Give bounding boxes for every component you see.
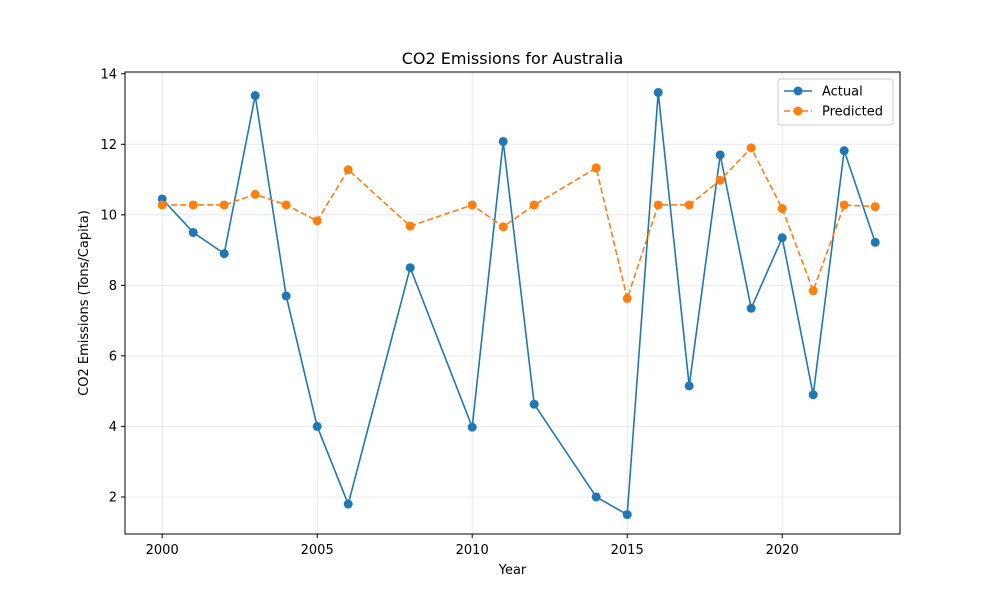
- data-point: [777, 233, 787, 243]
- y-tick-label: 12: [100, 138, 117, 153]
- data-point: [653, 200, 663, 210]
- data-point: [622, 510, 632, 520]
- legend-label-predicted: Predicted: [822, 105, 883, 120]
- x-tick-label: 2005: [301, 543, 334, 558]
- data-point: [219, 249, 229, 259]
- data-point: [777, 203, 787, 213]
- data-point: [405, 263, 415, 273]
- plot-frame: [124, 71, 901, 535]
- data-point: [188, 227, 198, 237]
- grid: [125, 72, 900, 534]
- y-axis-title: CO2 Emissions (Tons/Capita): [77, 210, 92, 396]
- data-point: [188, 200, 198, 210]
- data-point: [839, 200, 849, 210]
- legend: Actual Predicted: [777, 78, 894, 126]
- data-point: [746, 143, 756, 153]
- data-point: [157, 200, 167, 210]
- data-point: [591, 163, 601, 173]
- legend-marker-predicted: [793, 106, 803, 116]
- data-point: [219, 200, 229, 210]
- x-axis-title: Year: [498, 563, 527, 578]
- y-tick-label: 10: [100, 208, 117, 223]
- chart-title: CO2 Emissions for Australia: [402, 49, 624, 68]
- data-point: [653, 87, 663, 97]
- data-point: [529, 200, 539, 210]
- series-line: [161, 91, 876, 516]
- data-point: [684, 200, 694, 210]
- y-tick-label: 14: [100, 67, 117, 82]
- legend-label-actual: Actual: [822, 85, 863, 100]
- series-predicted: [157, 143, 880, 303]
- data-point: [870, 237, 880, 247]
- x-tick-label: 2020: [766, 543, 799, 558]
- data-point: [870, 202, 880, 212]
- x-tick-label: 2000: [146, 543, 179, 558]
- data-point: [529, 399, 539, 409]
- data-point: [684, 381, 694, 391]
- series-actual: [157, 87, 880, 520]
- axis-ticks: 2000 2005 2010 2015 2020 2 4 6 8 10 12 14: [100, 67, 798, 558]
- data-point: [312, 421, 322, 431]
- data-point: [808, 390, 818, 400]
- data-point: [839, 146, 849, 156]
- data-point: [343, 499, 353, 509]
- x-tick-label: 2015: [611, 543, 644, 558]
- data-point: [467, 422, 477, 432]
- data-point: [591, 492, 601, 502]
- y-tick-label: 2: [109, 490, 117, 505]
- legend-marker-actual: [793, 86, 803, 96]
- data-series: [157, 87, 880, 520]
- data-point: [312, 216, 322, 226]
- data-point: [281, 200, 291, 210]
- data-point: [498, 222, 508, 232]
- data-point: [250, 91, 260, 101]
- data-point: [746, 303, 756, 313]
- x-tick-label: 2010: [456, 543, 489, 558]
- data-point: [622, 293, 632, 303]
- y-tick-label: 6: [109, 349, 117, 364]
- series-line: [162, 147, 876, 300]
- data-point: [250, 189, 260, 199]
- data-point: [808, 286, 818, 296]
- data-point: [405, 221, 415, 231]
- data-point: [715, 175, 725, 185]
- data-point: [498, 136, 508, 146]
- y-tick-label: 4: [109, 420, 117, 435]
- data-point: [467, 200, 477, 210]
- data-point: [281, 291, 291, 301]
- y-tick-label: 8: [109, 279, 117, 294]
- data-point: [343, 165, 353, 175]
- data-point: [715, 150, 725, 160]
